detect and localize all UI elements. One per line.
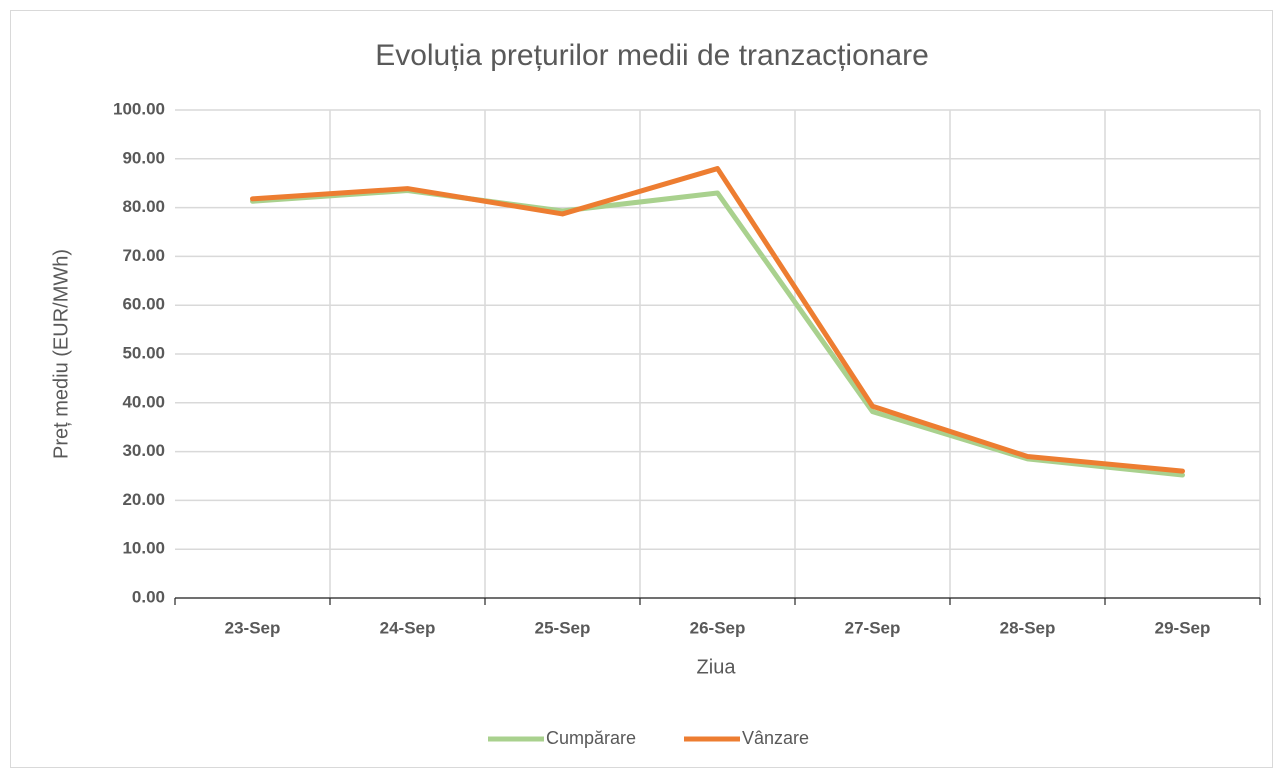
y-tick-label: 0.00 xyxy=(132,587,165,606)
x-tick-label: 24-Sep xyxy=(380,618,436,637)
y-axis-label: Preț mediu (EUR/MWh) xyxy=(50,249,72,459)
x-tick-label: 25-Sep xyxy=(535,618,591,637)
x-tick-label: 27-Sep xyxy=(845,618,901,637)
legend-label: Cumpărare xyxy=(546,728,636,748)
y-tick-label: 30.00 xyxy=(122,441,165,460)
chart-title: Evoluția prețurilor medii de tranzacțion… xyxy=(375,39,929,72)
y-tick-label: 80.00 xyxy=(122,197,165,216)
y-tick-label: 20.00 xyxy=(122,490,165,509)
x-tick-label: 26-Sep xyxy=(690,618,746,637)
chart-border xyxy=(10,10,1273,768)
y-tick-label: 70.00 xyxy=(122,246,165,265)
x-tick-label: 29-Sep xyxy=(1155,618,1211,637)
y-tick-label: 60.00 xyxy=(122,295,165,314)
y-tick-label: 100.00 xyxy=(113,99,165,118)
x-tick-label: 23-Sep xyxy=(225,618,281,637)
y-tick-label: 10.00 xyxy=(122,539,165,558)
x-tick-label: 28-Sep xyxy=(1000,618,1056,637)
legend-label: Vânzare xyxy=(742,728,809,748)
x-axis-label: Ziua xyxy=(697,656,737,678)
y-tick-label: 90.00 xyxy=(122,148,165,167)
series-line xyxy=(250,166,1185,474)
y-tick-label: 50.00 xyxy=(122,343,165,362)
y-tick-label: 40.00 xyxy=(122,392,165,411)
